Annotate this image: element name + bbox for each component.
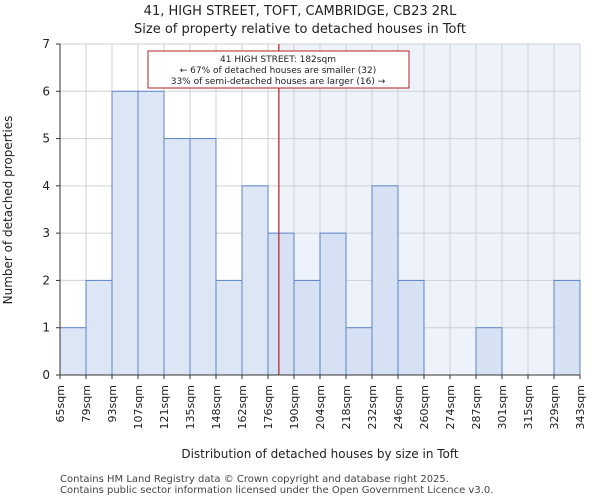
bar-246sqm [397, 279, 425, 376]
annotation-box [147, 50, 410, 89]
y-axis-label: Number of detached properties [1, 116, 15, 305]
bar-204sqm [319, 232, 347, 376]
bar-218sqm [345, 327, 373, 376]
x-tick-label-93sqm: 93sqm [106, 385, 119, 422]
x-tick-label-176sqm: 176sqm [262, 385, 275, 429]
bar-79sqm [85, 279, 113, 376]
subject-annotation: 41 HIGH STREET: 182sqm ← 67% of detached… [147, 50, 410, 89]
bar-190sqm [293, 279, 321, 376]
footer-line-1: Contains HM Land Registry data © Crown c… [60, 474, 449, 485]
chart-title: 41, HIGH STREET, TOFT, CAMBRIDGE, CB23 2… [143, 4, 457, 19]
bar-93sqm [111, 90, 139, 376]
y-tick-label: 6 [42, 84, 50, 98]
x-tick-label-121sqm: 121sqm [158, 385, 171, 429]
x-tick-label-65sqm: 65sqm [54, 385, 67, 422]
x-tick-label-218sqm: 218sqm [340, 385, 353, 429]
bar-232sqm [371, 185, 399, 376]
x-tick-label-343sqm: 343sqm [574, 385, 587, 429]
x-tick-label-190sqm: 190sqm [288, 385, 301, 429]
x-tick-label-79sqm: 79sqm [80, 385, 93, 422]
x-tick-label-260sqm: 260sqm [418, 385, 431, 429]
bar-107sqm [137, 90, 165, 376]
y-tick-label: 1 [42, 321, 50, 335]
y-tick-label: 4 [42, 179, 50, 193]
x-tick-label-274sqm: 274sqm [444, 385, 457, 429]
chart-subtitle: Size of property relative to detached ho… [134, 22, 466, 37]
y-tick-label: 7 [42, 37, 50, 51]
bar-135sqm [189, 138, 217, 376]
y-tick-label: 3 [42, 226, 50, 240]
x-tick-label-232sqm: 232sqm [366, 385, 379, 429]
bar-176sqm [267, 232, 295, 376]
x-tick-label-287sqm: 287sqm [470, 385, 483, 429]
x-tick-label-107sqm: 107sqm [132, 385, 145, 429]
bar-65sqm [59, 327, 87, 376]
x-tick-label-301sqm: 301sqm [496, 385, 509, 429]
bar-329sqm [553, 279, 581, 376]
annotation-line-2: ← 67% of detached houses are smaller (32… [180, 66, 377, 76]
annotation-line-3: 33% of semi-detached houses are larger (… [171, 77, 386, 87]
annotation-line-1: 41 HIGH STREET: 182sqm [220, 55, 336, 65]
x-tick-label-204sqm: 204sqm [314, 385, 327, 429]
bar-148sqm [215, 279, 243, 376]
x-axis-label: Distribution of detached houses by size … [181, 447, 459, 461]
x-tick-label-148sqm: 148sqm [210, 385, 223, 429]
bar-121sqm [163, 138, 191, 376]
x-tick-label-135sqm: 135sqm [184, 385, 197, 429]
footer-line-2: Contains public sector information licen… [60, 485, 494, 496]
y-tick-label: 0 [42, 368, 50, 382]
y-tick-label: 5 [42, 132, 50, 146]
x-tick-label-162sqm: 162sqm [236, 385, 249, 429]
bar-287sqm [475, 327, 503, 376]
x-tick-label-315sqm: 315sqm [522, 385, 535, 429]
bar-162sqm [241, 185, 269, 376]
x-tick-label-246sqm: 246sqm [392, 385, 405, 429]
y-tick-label: 2 [42, 273, 50, 287]
x-tick-label-329sqm: 329sqm [548, 385, 561, 429]
